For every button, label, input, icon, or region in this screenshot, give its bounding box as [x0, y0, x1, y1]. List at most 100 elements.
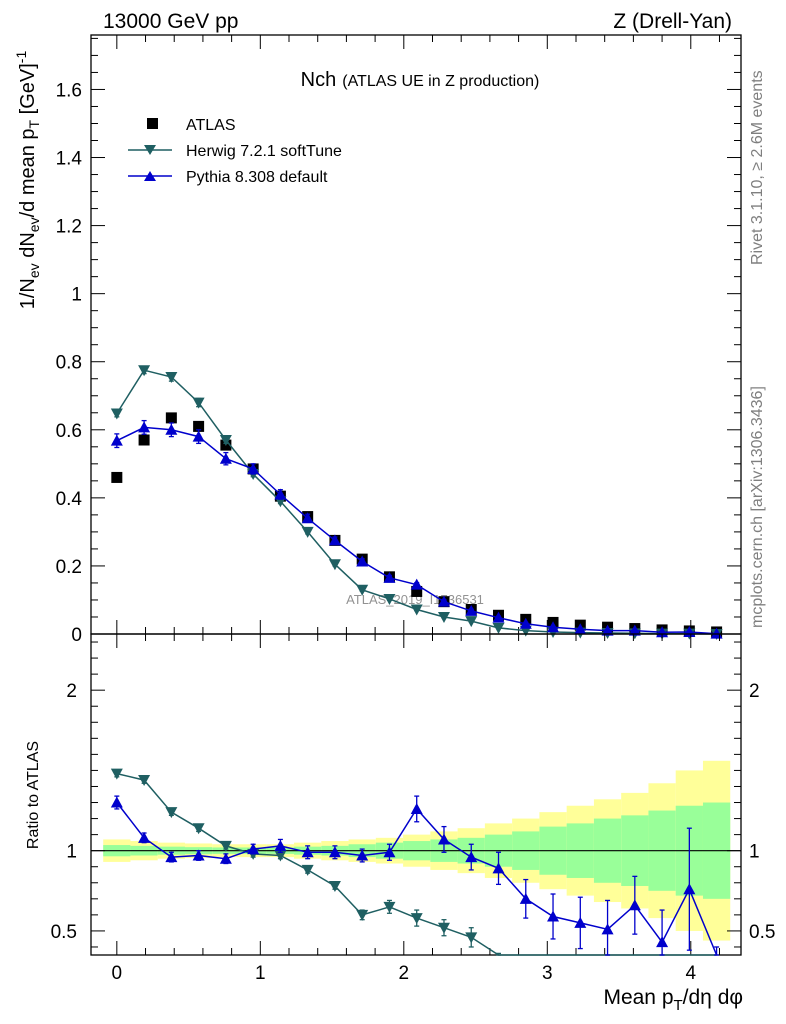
herwig-ratio-point: [165, 807, 178, 819]
ratio-ytick-label-right: 1: [749, 842, 760, 863]
xtick-label: 1: [255, 963, 266, 984]
pythia-ratio-point: [247, 843, 260, 855]
pythia-ratio-point: [437, 833, 450, 845]
herwig-ratio-point: [138, 775, 151, 787]
pythia-ratio-point: [110, 796, 123, 808]
rivet-label: Rivet 3.1.10, ≥ 2.6M events: [749, 70, 766, 265]
top-ytick-label: 0: [71, 625, 82, 646]
herwig-ratio-point: [110, 768, 123, 780]
top-ylabel: 1/Nev dNev/d mean pT [GeV]-1: [13, 51, 42, 310]
pythia-point: [274, 488, 287, 500]
pythia-ratio-point: [356, 849, 369, 861]
xtick-label: 2: [399, 963, 410, 984]
pythia-point: [410, 578, 423, 590]
pythia-point: [519, 617, 532, 629]
herwig-ratio-point: [410, 913, 423, 925]
herwig-point: [356, 584, 369, 596]
pythia-point: [628, 624, 641, 636]
herwig-ratio-point: [219, 840, 232, 852]
pythia-ratio-point: [465, 851, 478, 863]
top-ytick-label: 0.4: [56, 489, 83, 510]
pythia-point: [601, 624, 614, 636]
pythia-point: [301, 512, 314, 524]
title-main: Nch: [301, 69, 337, 91]
atlas-point: [411, 585, 423, 597]
herwig-point: [465, 616, 478, 628]
atlas-point: [165, 412, 177, 424]
pythia-ratio-point: [165, 851, 178, 863]
title-sub: (ATLAS UE in Z production): [342, 73, 539, 90]
pythia-ratio-point: [383, 846, 396, 858]
xlabel: Mean pT/dη dφ: [603, 986, 743, 1014]
pythia-point: [547, 621, 560, 633]
pythia-ratio-point: [519, 892, 532, 904]
pythia-ratio-point: [492, 862, 505, 874]
herwig-point: [492, 622, 505, 634]
pythia-point: [465, 604, 478, 616]
pythia-ratio-point: [192, 849, 205, 861]
legend-marker-herwig: [144, 145, 156, 155]
pythia-point: [437, 595, 450, 607]
top-ytick-label: 1.4: [56, 149, 83, 170]
ratio-ytick-label: 2: [66, 681, 77, 702]
ratio-frame: [90, 633, 742, 956]
mcplots-label: mcplots.cern.ch [arXiv:1306.3436]: [749, 386, 766, 628]
herwig-ratio-point: [328, 880, 341, 892]
herwig-point: [437, 611, 450, 623]
herwig-point: [301, 526, 314, 538]
top-ytick-label: 0.6: [56, 421, 82, 442]
herwig-point: [165, 372, 178, 384]
top-ytick-label: 0.8: [56, 353, 82, 374]
atlas-point: [193, 420, 205, 432]
pythia-ratio-point: [301, 846, 314, 858]
pythia-ratio-point: [138, 831, 151, 843]
herwig-point: [383, 593, 396, 605]
ratio-ytick-label-right: 0.5: [749, 922, 775, 943]
ratio-ytick-label: 0.5: [51, 922, 77, 943]
pythia-point: [492, 611, 505, 623]
legend-label-pythia: Pythia 8.308 default: [186, 169, 328, 186]
pythia-ratio-point: [683, 883, 696, 895]
herwig-ratio-point: [274, 850, 287, 862]
herwig-point: [328, 559, 341, 571]
legend-marker-pythia: [144, 171, 156, 181]
herwig-point: [192, 397, 205, 409]
ratio-ytick-label: 1: [66, 842, 77, 863]
pythia-point: [138, 421, 151, 433]
pythia-point: [219, 452, 232, 464]
ratio-ytick-label-right: 2: [749, 681, 760, 702]
pythia-ratio-point: [547, 910, 560, 922]
ratio-ylabel: Ratio to ATLAS: [25, 741, 42, 849]
herwig-point: [138, 365, 151, 377]
herwig-point: [219, 435, 232, 447]
herwig-point: [410, 604, 423, 616]
top-ytick-label: 1.6: [56, 80, 82, 101]
atlas-point: [138, 434, 150, 446]
pythia-ratio-point: [410, 802, 423, 814]
xtick-label: 3: [542, 963, 553, 984]
pythia-point: [110, 434, 123, 446]
herwig-ratio-point: [192, 823, 205, 835]
main-title: Nch (ATLAS UE in Z production): [301, 69, 540, 91]
header-left: 13000 GeV pp: [103, 10, 238, 33]
pythia-point: [165, 423, 178, 435]
legend-label-herwig: Herwig 7.2.1 softTune: [186, 143, 342, 160]
legend: ATLAS Herwig 7.2.1 softTune Pythia 8.308…: [128, 117, 342, 186]
top-ytick-label: 0.2: [56, 557, 82, 578]
herwig-point: [110, 408, 123, 420]
herwig-ratio-point: [465, 932, 478, 944]
herwig-ratio-point: [383, 901, 396, 913]
pythia-ratio-point: [328, 846, 341, 858]
pythia-ratio-point: [601, 923, 614, 935]
xtick-label: 0: [112, 963, 123, 984]
pythia-point: [356, 555, 369, 567]
herwig-ratio-point: [301, 864, 314, 876]
header-right: Z (Drell-Yan): [613, 10, 732, 33]
legend-label-atlas: ATLAS: [186, 117, 236, 134]
xtick-label: 4: [685, 963, 696, 984]
top-panel: 0 0.2 0.4 0.6 0.8 1 1.2 1.4 1.6: [56, 34, 742, 646]
pythia-point: [574, 623, 587, 635]
pythia-ratio-point: [274, 839, 287, 851]
atlas-point: [111, 471, 123, 483]
pythia-point: [247, 462, 260, 474]
